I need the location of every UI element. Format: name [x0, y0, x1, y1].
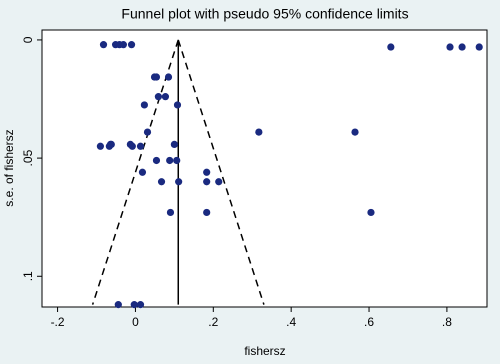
y-tick-label: 0: [21, 36, 35, 43]
point: [152, 156, 161, 165]
point: [128, 142, 136, 150]
point: [173, 101, 182, 109]
point: [203, 178, 211, 186]
chart-title: Funnel plot with pseudo 95% confidence l…: [121, 6, 408, 22]
point: [351, 128, 359, 136]
x-tick-label: .2: [208, 315, 218, 329]
point: [152, 73, 161, 81]
point: [157, 178, 166, 186]
x-tick-label: .4: [286, 315, 296, 329]
plot-area: [41, 29, 488, 308]
x-tick-label: .8: [442, 315, 452, 329]
point: [136, 142, 145, 150]
point: [203, 208, 211, 217]
point: [164, 73, 173, 81]
x-tick-label: .6: [364, 315, 374, 329]
y-axis-label: s.e. of fishersz: [2, 129, 16, 206]
point: [203, 168, 211, 176]
x-tick-label: 0: [132, 315, 139, 329]
point: [161, 93, 170, 101]
point: [170, 140, 178, 148]
point: [96, 142, 104, 150]
point: [140, 101, 148, 109]
point: [114, 301, 122, 309]
point: [127, 41, 136, 49]
point: [367, 208, 375, 217]
upper-limit: [177, 39, 265, 305]
point: [215, 178, 223, 186]
point: [107, 140, 115, 148]
point: [166, 156, 174, 165]
point: [119, 41, 127, 49]
point: [458, 43, 466, 51]
point: [173, 156, 181, 165]
x-tick-label: -.2: [51, 315, 65, 329]
point: [143, 128, 152, 136]
point: [154, 93, 163, 101]
point: [175, 178, 183, 186]
point: [136, 301, 145, 309]
point: [387, 43, 395, 51]
y-tick-label: .05: [21, 149, 35, 166]
point: [130, 301, 138, 309]
point: [166, 208, 175, 217]
y-tick-label: .1: [21, 271, 35, 281]
x-axis-label: fishersz: [244, 344, 285, 358]
point: [138, 168, 147, 176]
point: [446, 43, 454, 51]
point: [255, 128, 263, 136]
point: [475, 43, 483, 51]
lower-limit: [91, 39, 179, 305]
point: [99, 41, 108, 49]
